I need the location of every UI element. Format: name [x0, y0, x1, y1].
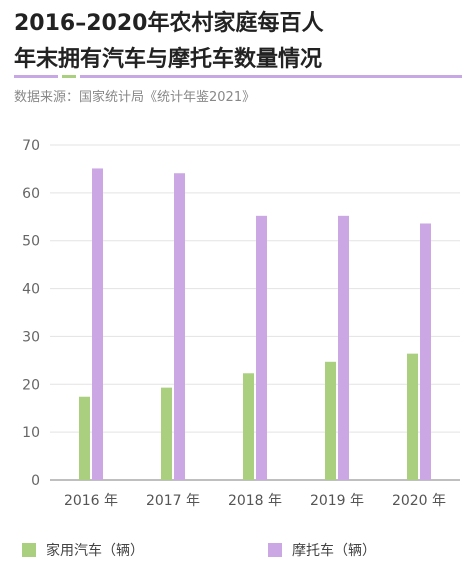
chart-title: 2016–2020年农村家庭每百人 年末拥有汽车与摩托车数量情况 [14, 6, 464, 78]
bar-car [161, 387, 172, 480]
data-source-note: 数据来源：国家统计局《统计年鉴2021》 [14, 90, 256, 105]
x-tick-label: 2020 年 [392, 493, 446, 509]
title-rule-segment-right [80, 75, 462, 78]
bar-moto [174, 173, 185, 480]
y-tick-label: 20 [22, 377, 40, 393]
y-tick-label: 70 [22, 138, 40, 154]
y-tick-label: 40 [22, 282, 40, 298]
chart-title-line-1: 2016–2020年农村家庭每百人 [14, 11, 324, 36]
title-rule [14, 75, 462, 78]
bar-moto [338, 215, 349, 480]
legend-item-moto: 摩托车（辆） [268, 540, 376, 560]
legend-swatch-moto [268, 543, 282, 557]
bar-moto [256, 215, 267, 480]
bar-moto [92, 168, 103, 480]
y-tick-label: 50 [22, 234, 40, 250]
bar-car [79, 396, 90, 480]
bar-car [407, 353, 418, 480]
x-tick-label: 2018 年 [228, 493, 282, 509]
title-rule-segment-accent [62, 75, 76, 78]
bar-car [243, 373, 254, 480]
title-rule-segment-left [14, 75, 58, 78]
legend-label-car: 家用汽车（辆） [46, 543, 144, 559]
x-tick-label: 2017 年 [146, 493, 200, 509]
y-tick-label: 30 [22, 329, 40, 345]
x-tick-label: 2016 年 [64, 493, 118, 509]
legend-label-moto: 摩托车（辆） [292, 543, 376, 559]
y-tick-label: 10 [22, 425, 40, 441]
y-tick-label: 60 [22, 186, 40, 202]
legend-item-car: 家用汽车（辆） [22, 540, 144, 560]
y-tick-label: 0 [31, 473, 40, 489]
bar-car [325, 361, 336, 480]
bar-chart: 0 10 20 30 40 50 60 70 2016 年 2017 年 2018 年 2019 年 2… [22, 138, 460, 509]
bar-moto [420, 223, 431, 480]
x-tick-label: 2019 年 [310, 493, 364, 509]
legend-swatch-car [22, 543, 36, 557]
chart-title-line-2: 年末拥有汽车与摩托车数量情况 [14, 47, 323, 72]
